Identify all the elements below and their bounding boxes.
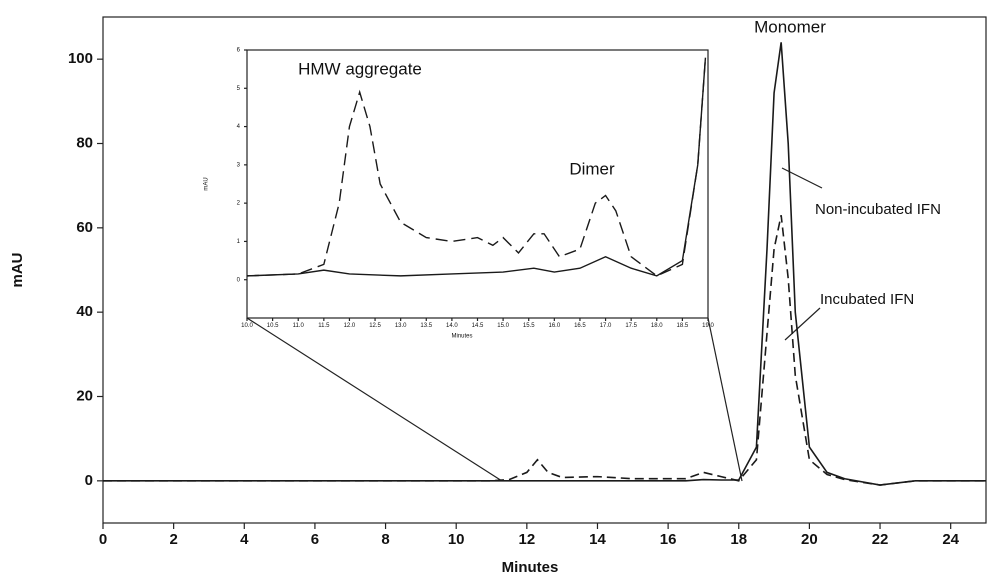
x-tick-label: 18.0 (651, 323, 663, 329)
annotation: HMW aggregate (298, 59, 422, 78)
y-axis-label: mAU (204, 177, 210, 190)
x-tick-label: 18 (730, 531, 747, 548)
y-tick-label: 40 (76, 303, 93, 320)
x-tick-label: 12 (518, 531, 535, 548)
x-tick-label: 15.0 (497, 323, 509, 329)
y-tick-label: 100 (68, 50, 93, 67)
x-axis-label: Minutes (451, 334, 472, 340)
x-tick-label: 22 (872, 531, 889, 548)
x-tick-label: 13.0 (395, 323, 407, 329)
x-tick-label: 16.0 (548, 323, 560, 329)
x-tick-label: 6 (311, 531, 319, 548)
y-tick-label: 0 (85, 472, 93, 489)
x-tick-label: 13.5 (420, 323, 432, 329)
y-tick-label: 3 (237, 162, 241, 168)
x-tick-label: 12.0 (344, 323, 356, 329)
x-tick-label: 10.0 (241, 323, 253, 329)
x-tick-label: 16 (660, 531, 677, 548)
y-axis-label: mAU (9, 252, 26, 287)
pointer (781, 167, 823, 189)
x-tick-label: 24 (942, 531, 959, 548)
zoom-connector (707, 317, 743, 482)
y-tick-label: 0 (237, 277, 241, 283)
x-tick-label: 15.5 (523, 323, 535, 329)
x-tick-label: 20 (801, 531, 818, 548)
pointer (784, 307, 821, 341)
x-tick-label: 4 (240, 531, 249, 548)
x-tick-label: 17.5 (625, 323, 637, 329)
series-line (103, 215, 986, 486)
x-tick-label: 14 (589, 531, 606, 548)
annotation: Monomer (754, 17, 826, 36)
x-tick-label: 10 (448, 531, 465, 548)
y-tick-label: 5 (237, 86, 241, 92)
x-tick-label: 19.0 (702, 323, 714, 329)
x-tick-label: 16.5 (574, 323, 586, 329)
x-tick-label: 14.5 (472, 323, 484, 329)
x-tick-label: 10.5 (267, 323, 279, 329)
y-tick-label: 1 (237, 239, 241, 245)
series-label: Incubated IFN (820, 291, 914, 308)
y-tick-label: 2 (237, 201, 241, 207)
y-tick-label: 60 (76, 219, 93, 236)
y-tick-label: 20 (76, 387, 93, 404)
x-tick-label: 14.0 (446, 323, 458, 329)
x-tick-label: 0 (99, 531, 107, 548)
series-line (246, 57, 707, 277)
x-tick-label: 17.0 (600, 323, 612, 329)
y-tick-label: 4 (237, 124, 241, 130)
series-line (246, 57, 707, 277)
series-label: Non-incubated IFN (815, 201, 941, 218)
annotation: Dimer (569, 159, 615, 178)
x-tick-label: 12.5 (369, 323, 381, 329)
x-tick-label: 11.0 (293, 323, 305, 329)
x-tick-label: 8 (381, 531, 389, 548)
inset-background (247, 50, 708, 318)
zoom-connector (246, 317, 503, 482)
x-tick-label: 18.5 (677, 323, 689, 329)
x-tick-label: 11.5 (318, 323, 330, 329)
plot-frame (102, 16, 987, 524)
y-tick-label: 80 (76, 134, 93, 151)
x-tick-label: 2 (169, 531, 177, 548)
x-axis-label: Minutes (502, 559, 559, 576)
y-tick-label: 6 (237, 48, 241, 54)
